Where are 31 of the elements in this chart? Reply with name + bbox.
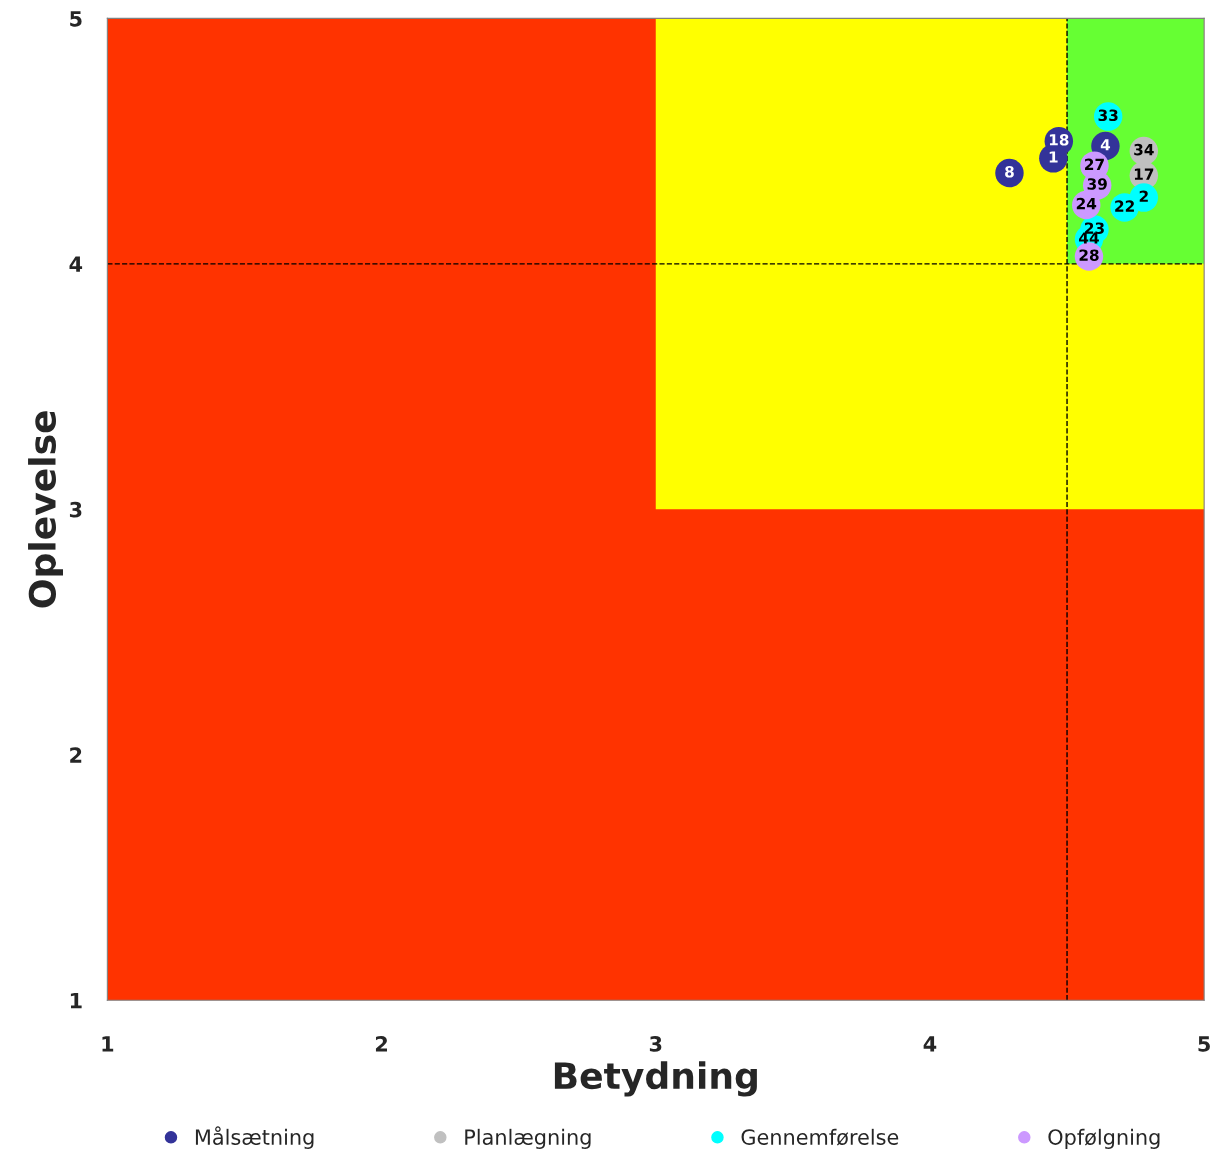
annotation: 2 [1139, 190, 1148, 202]
y-tick-label: 5 [70, 11, 82, 27]
y-tick-label: 2 [70, 747, 82, 763]
annotation: 23 [1085, 222, 1104, 234]
annotation: 33 [1098, 109, 1118, 122]
legend-label: Gennemførelse [741, 1128, 899, 1146]
legend-label: Planlægning [465, 1128, 591, 1149]
annotation: 1 [1049, 151, 1058, 163]
y-tick-label: 4 [69, 256, 83, 272]
annotation: 39 [1087, 178, 1107, 190]
y-tick-label: 1 [70, 992, 82, 1009]
legend-label: Målsætning [195, 1126, 314, 1149]
legend-label: Opfølgning [1048, 1128, 1160, 1149]
annotation: 8 [1005, 165, 1014, 178]
annotation: 24 [1076, 197, 1097, 210]
annotation: 27 [1085, 158, 1104, 170]
annotation: 34 [1134, 143, 1154, 156]
y-axis-title: Oplevelse [28, 411, 63, 608]
x-tick-label: 5 [1198, 1036, 1210, 1052]
annotation: 22 [1115, 200, 1134, 212]
annotation: 4 [1100, 139, 1111, 151]
x-tick-label: 1 [102, 1036, 114, 1052]
y-tick-label: 3 [69, 501, 82, 518]
x-tick-label: 2 [375, 1036, 387, 1052]
x-axis-title: Betydning [554, 1061, 757, 1097]
annotation: 17 [1134, 168, 1154, 180]
x-tick-label: 4 [923, 1036, 937, 1052]
annotation: 44 [1079, 232, 1099, 244]
annotation: 28 [1079, 249, 1099, 261]
annotation: 18 [1049, 134, 1069, 146]
x-tick-label: 3 [649, 1036, 662, 1052]
